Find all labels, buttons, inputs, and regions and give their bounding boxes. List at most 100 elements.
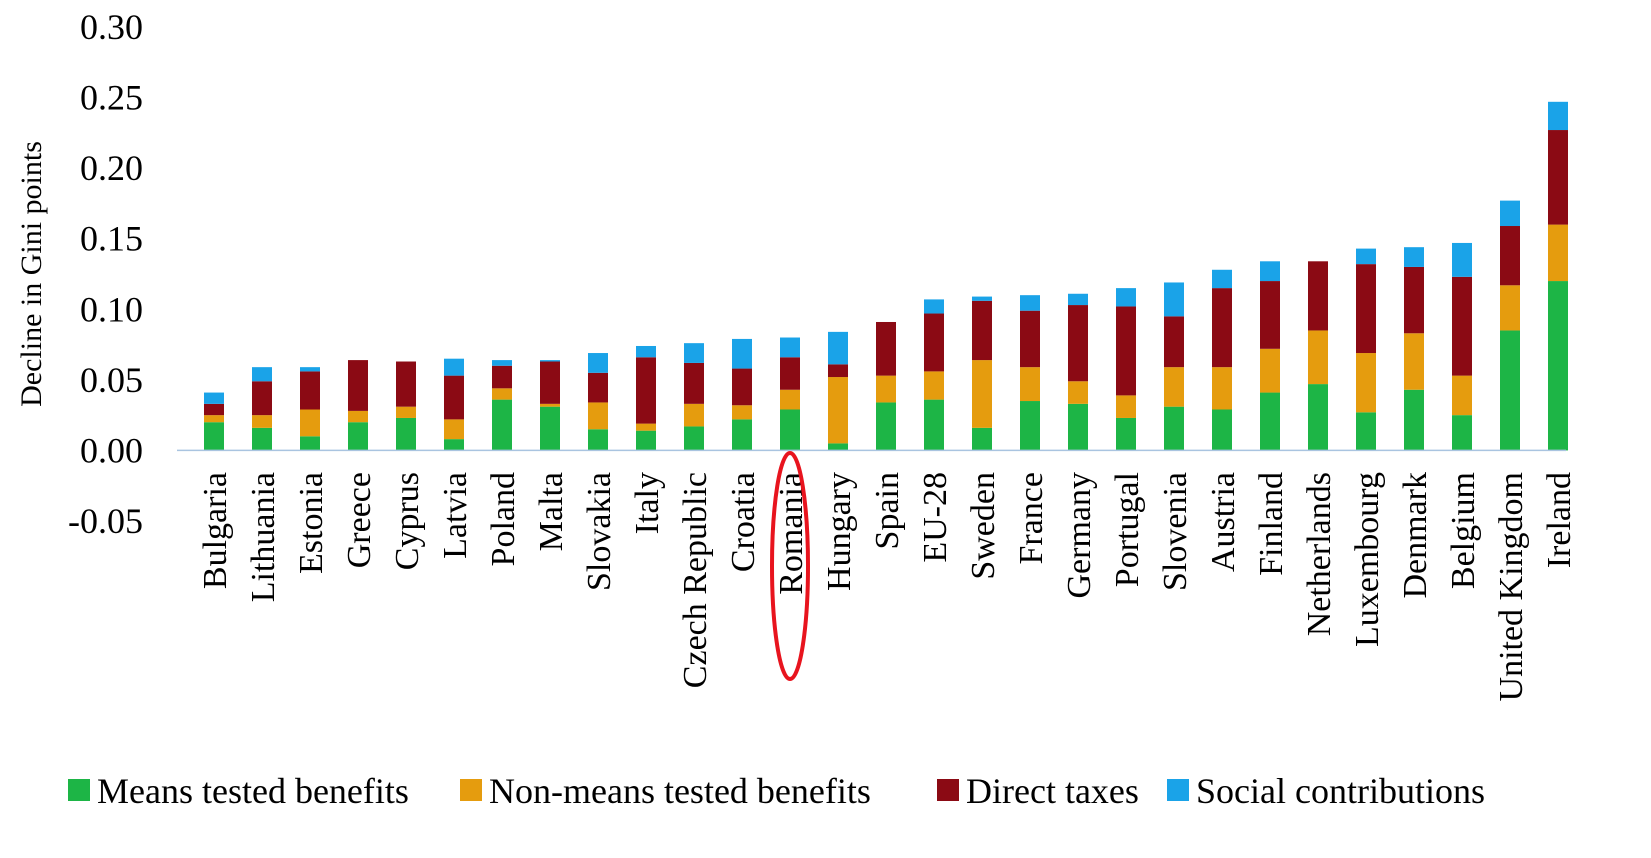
- legend-swatch: [460, 779, 482, 801]
- bar-segment: [1212, 409, 1232, 451]
- x-tick-label: Sweden: [965, 472, 1002, 580]
- y-axis-ticks: 0.30 0.25 0.20 0.15 0.10 0.05 0.00 -0.05: [68, 7, 143, 541]
- x-tick-label: Italy: [629, 472, 666, 534]
- bar-segment: [1020, 401, 1040, 451]
- bar-segment: [1260, 261, 1280, 282]
- bar-segment: [1164, 406, 1184, 451]
- x-tick-label: Greece: [341, 472, 378, 568]
- bar-segment: [1164, 367, 1184, 407]
- category-labels: Bulgaria Lithuania Estonia Greece Cyprus Latv…: [197, 472, 1578, 701]
- legend-swatch: [68, 779, 90, 801]
- bar-segment: [1404, 266, 1424, 334]
- bar-segment: [684, 343, 704, 363]
- bar-segment: [1404, 389, 1424, 451]
- bar-segment: [1164, 316, 1184, 368]
- legend: Means tested benefits Non-means tested be…: [68, 771, 1485, 811]
- bar-segment: [588, 429, 608, 451]
- bar-segment: [1452, 375, 1472, 416]
- bar-segment: [444, 439, 464, 451]
- bar-segment: [204, 422, 224, 451]
- bar-segment: [684, 362, 704, 404]
- bar-segment: [1116, 306, 1136, 396]
- bar-segment: [348, 410, 368, 423]
- x-tick-label: Poland: [485, 472, 522, 566]
- bar-segment: [1116, 395, 1136, 418]
- bar-segment: [252, 381, 272, 416]
- bar-segment: [924, 299, 944, 314]
- bar-segment: [924, 313, 944, 372]
- x-tick-label: Slovenia: [1157, 472, 1194, 591]
- x-tick-label: EU-28: [917, 472, 954, 563]
- y-tick-label: 0.00: [80, 430, 143, 470]
- bar-segment: [1068, 381, 1088, 404]
- bar-segment: [828, 443, 848, 451]
- y-tick-label: 0.15: [80, 219, 143, 259]
- bar-segment: [876, 375, 896, 403]
- bar-segment: [300, 409, 320, 437]
- x-tick-label: Malta: [533, 472, 570, 551]
- bar-segment: [1548, 281, 1568, 451]
- x-tick-label: Austria: [1205, 472, 1242, 572]
- y-axis-title: Decline in Gini points: [15, 141, 48, 407]
- bar-segment: [1020, 310, 1040, 368]
- x-tick-label: France: [1013, 472, 1050, 565]
- bar-segment: [540, 403, 560, 407]
- bar-segment: [924, 399, 944, 451]
- bar-segment: [348, 360, 368, 411]
- bar-segment: [396, 417, 416, 451]
- bar-segment: [732, 368, 752, 406]
- x-tick-label: Czech Republic: [677, 472, 714, 688]
- bar-segment: [252, 367, 272, 382]
- bar-segment: [972, 300, 992, 361]
- bar-segment: [444, 358, 464, 376]
- y-tick-label: 0.20: [80, 148, 143, 188]
- bar-segment: [492, 360, 512, 366]
- x-tick-label: Cyprus: [389, 472, 426, 570]
- bar-segment: [1500, 200, 1520, 227]
- legend-label: Social contributions: [1196, 771, 1485, 811]
- bar-segment: [828, 377, 848, 444]
- x-tick-label: Belgium: [1445, 472, 1482, 589]
- bar-segment: [204, 403, 224, 416]
- bar-segment: [1356, 264, 1376, 354]
- x-tick-label: Spain: [869, 472, 906, 549]
- x-tick-label: Denmark: [1397, 472, 1434, 599]
- x-tick-label: Estonia: [293, 472, 330, 574]
- bar-segment: [924, 371, 944, 400]
- x-tick-label: Croatia: [725, 472, 762, 572]
- bar-segment: [828, 364, 848, 378]
- bar-segment: [492, 388, 512, 400]
- bar-segment: [1500, 285, 1520, 331]
- bar-segment: [1452, 415, 1472, 451]
- bar-segment: [1356, 248, 1376, 265]
- x-tick-label: Slovakia: [581, 472, 618, 591]
- bar-segment: [540, 406, 560, 451]
- bar-segment: [1548, 130, 1568, 225]
- bar-segment: [732, 405, 752, 420]
- bar-segment: [348, 422, 368, 451]
- bar-segment: [1260, 348, 1280, 393]
- y-tick-label: 0.10: [80, 289, 143, 329]
- bar-segment: [1020, 367, 1040, 402]
- bar-segment: [1308, 330, 1328, 385]
- bar-segment: [204, 392, 224, 404]
- y-tick-label: -0.05: [68, 501, 143, 541]
- bar-segment: [780, 389, 800, 410]
- bar-segment: [972, 296, 992, 301]
- bar-segment: [396, 361, 416, 407]
- bar-segment: [204, 415, 224, 423]
- bar-segment: [972, 360, 992, 428]
- bar-segment: [828, 331, 848, 365]
- bar-segment: [1068, 403, 1088, 451]
- bar-segment: [1068, 293, 1088, 306]
- bar-segment: [1548, 224, 1568, 282]
- bar-segment: [1452, 276, 1472, 376]
- legend-swatch: [1167, 779, 1189, 801]
- bar-segment: [1356, 412, 1376, 451]
- bar-segment: [1356, 353, 1376, 413]
- bar-segment: [876, 321, 896, 376]
- bar-segment: [588, 402, 608, 430]
- bar-segment: [300, 371, 320, 410]
- highlight-ellipse: [770, 451, 810, 681]
